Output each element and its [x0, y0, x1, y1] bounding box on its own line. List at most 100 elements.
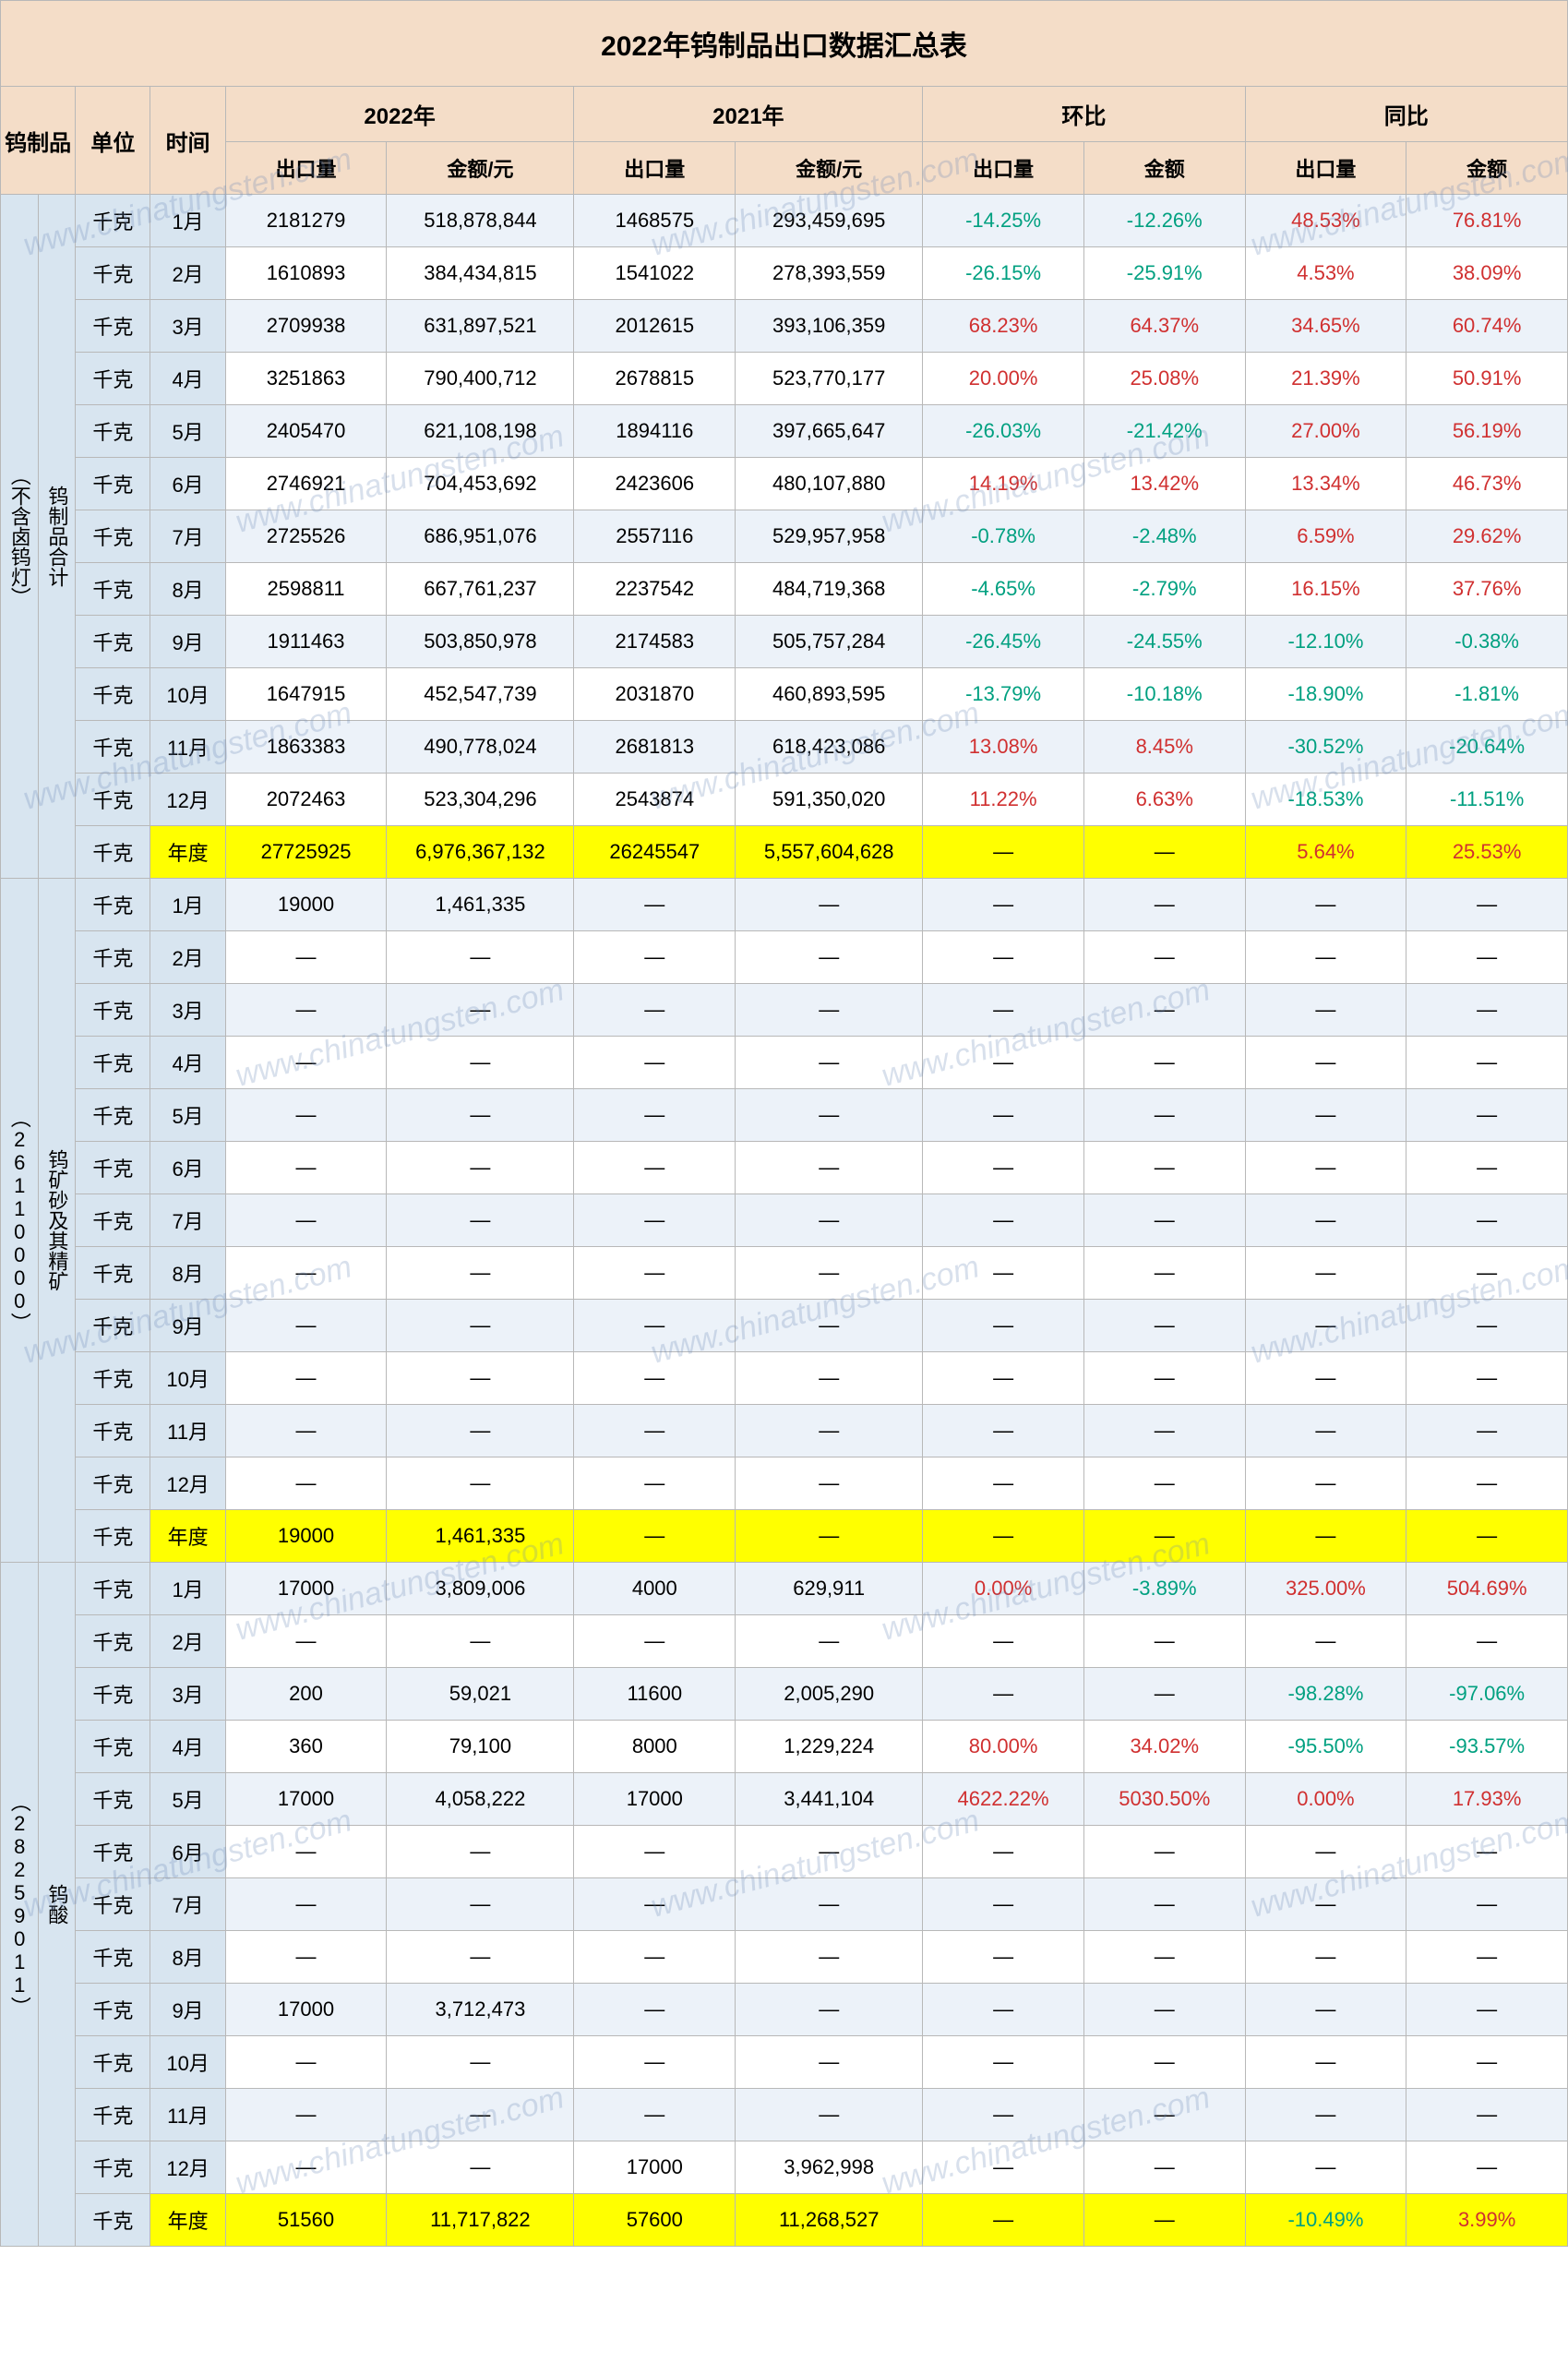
table-row: 千克6月————————	[1, 1826, 1568, 1878]
col-mom-vol: 出口量	[923, 142, 1084, 195]
month-cell: 5月	[150, 1773, 225, 1826]
v21-cell: —	[574, 1984, 736, 2036]
mom-vol-cell: —	[923, 1878, 1084, 1931]
month-cell: 11月	[150, 1405, 225, 1457]
annual-row: 千克年度190001,461,335——————	[1, 1510, 1568, 1563]
mom-vol-cell: 11.22%	[923, 774, 1084, 826]
month-cell: 6月	[150, 1142, 225, 1194]
v21-cell: —	[574, 1878, 736, 1931]
mom-vol-cell: -4.65%	[923, 563, 1084, 616]
v21-cell: 2681813	[574, 721, 736, 774]
yoy-amt-cell: 50.91%	[1406, 353, 1568, 405]
yoy-vol-cell: —	[1245, 1089, 1406, 1142]
mom-amt-cell: —	[1083, 931, 1245, 984]
table-row: 千克6月2746921704,453,6922423606480,107,880…	[1, 458, 1568, 510]
v22-cell: —	[225, 1089, 387, 1142]
yoy-vol-cell: 0.00%	[1245, 1773, 1406, 1826]
month-cell: 7月	[150, 1194, 225, 1247]
mom-vol-cell: -26.45%	[923, 616, 1084, 668]
unit-cell: 千克	[76, 1721, 150, 1773]
yoy-vol-cell: 16.15%	[1245, 563, 1406, 616]
annual-v22: 51560	[225, 2194, 387, 2247]
month-cell: 11月	[150, 721, 225, 774]
a21-cell: 529,957,958	[736, 510, 923, 563]
a22-cell: —	[387, 2089, 574, 2141]
mom-vol-cell: —	[923, 1457, 1084, 1510]
month-cell: 1月	[150, 879, 225, 931]
v22-cell: 2746921	[225, 458, 387, 510]
a22-cell: —	[387, 931, 574, 984]
mom-amt-cell: -3.89%	[1083, 1563, 1245, 1615]
annual-row: 千克年度277259256,976,367,132262455475,557,6…	[1, 826, 1568, 879]
a21-cell: —	[736, 1194, 923, 1247]
unit-cell: 千克	[76, 984, 150, 1037]
month-cell: 4月	[150, 1037, 225, 1089]
month-cell: 8月	[150, 1931, 225, 1984]
month-cell: 4月	[150, 1721, 225, 1773]
v22-cell: 2598811	[225, 563, 387, 616]
a21-cell: —	[736, 931, 923, 984]
month-cell: 7月	[150, 1878, 225, 1931]
mom-amt-cell: —	[1083, 1194, 1245, 1247]
month-cell: 12月	[150, 1457, 225, 1510]
table-row: 千克9月1911463503,850,9782174583505,757,284…	[1, 616, 1568, 668]
yoy-amt-cell: 56.19%	[1406, 405, 1568, 458]
v22-cell: —	[225, 2141, 387, 2194]
mom-vol-cell: —	[923, 1352, 1084, 1405]
mom-amt-cell: —	[1083, 1405, 1245, 1457]
a21-cell: 480,107,880	[736, 458, 923, 510]
a22-cell: —	[387, 1037, 574, 1089]
unit-cell: 千克	[76, 1089, 150, 1142]
v22-cell: —	[225, 1037, 387, 1089]
yoy-vol-cell: —	[1245, 1984, 1406, 2036]
mom-vol-cell: —	[923, 1194, 1084, 1247]
v22-cell: —	[225, 1878, 387, 1931]
yoy-amt-cell: —	[1406, 1457, 1568, 1510]
annual-a21: 11,268,527	[736, 2194, 923, 2247]
yoy-vol-cell: —	[1245, 1878, 1406, 1931]
yoy-amt-cell: -1.81%	[1406, 668, 1568, 721]
table-header: 2022年钨制品出口数据汇总表 钨制品 单位 时间 2022年 2021年 环比…	[1, 1, 1568, 195]
month-cell: 12月	[150, 774, 225, 826]
table-body: （不含卤钨灯）钨制品合计千克1月2181279518,878,844146857…	[1, 195, 1568, 2247]
a21-cell: 629,911	[736, 1563, 923, 1615]
mom-amt-cell: -2.79%	[1083, 563, 1245, 616]
v22-cell: 19000	[225, 879, 387, 931]
a22-cell: 490,778,024	[387, 721, 574, 774]
v22-cell: —	[225, 1931, 387, 1984]
month-cell: 8月	[150, 1247, 225, 1300]
v22-cell: —	[225, 984, 387, 1037]
category-sublabel: （28259011）	[1, 1563, 39, 2247]
table-row: 千克7月————————	[1, 1194, 1568, 1247]
unit-cell: 千克	[76, 1457, 150, 1510]
a22-cell: 621,108,198	[387, 405, 574, 458]
annual-mom-vol: —	[923, 1510, 1084, 1563]
table-row: 千克6月————————	[1, 1142, 1568, 1194]
mom-vol-cell: -13.79%	[923, 668, 1084, 721]
v21-cell: —	[574, 984, 736, 1037]
table-row: 千克2月————————	[1, 1615, 1568, 1668]
yoy-vol-cell: 4.53%	[1245, 247, 1406, 300]
annual-mom-amt: —	[1083, 1510, 1245, 1563]
col-yoy: 同比	[1245, 87, 1567, 142]
v22-cell: —	[225, 1826, 387, 1878]
yoy-amt-cell: 37.76%	[1406, 563, 1568, 616]
a21-cell: 1,229,224	[736, 1721, 923, 1773]
v21-cell: —	[574, 1247, 736, 1300]
a22-cell: —	[387, 1142, 574, 1194]
v21-cell: —	[574, 1037, 736, 1089]
mom-vol-cell: —	[923, 2036, 1084, 2089]
table-row: 千克2月————————	[1, 931, 1568, 984]
v22-cell: —	[225, 931, 387, 984]
mom-amt-cell: 25.08%	[1083, 353, 1245, 405]
mom-amt-cell: —	[1083, 2089, 1245, 2141]
month-cell: 3月	[150, 1668, 225, 1721]
mom-vol-cell: -0.78%	[923, 510, 1084, 563]
yoy-amt-cell: -93.57%	[1406, 1721, 1568, 1773]
a21-cell: —	[736, 1457, 923, 1510]
v21-cell: —	[574, 1352, 736, 1405]
page-title: 2022年钨制品出口数据汇总表	[1, 1, 1568, 87]
annual-row: 千克年度5156011,717,8225760011,268,527——-10.…	[1, 2194, 1568, 2247]
month-cell: 4月	[150, 353, 225, 405]
unit-cell: 千克	[76, 774, 150, 826]
